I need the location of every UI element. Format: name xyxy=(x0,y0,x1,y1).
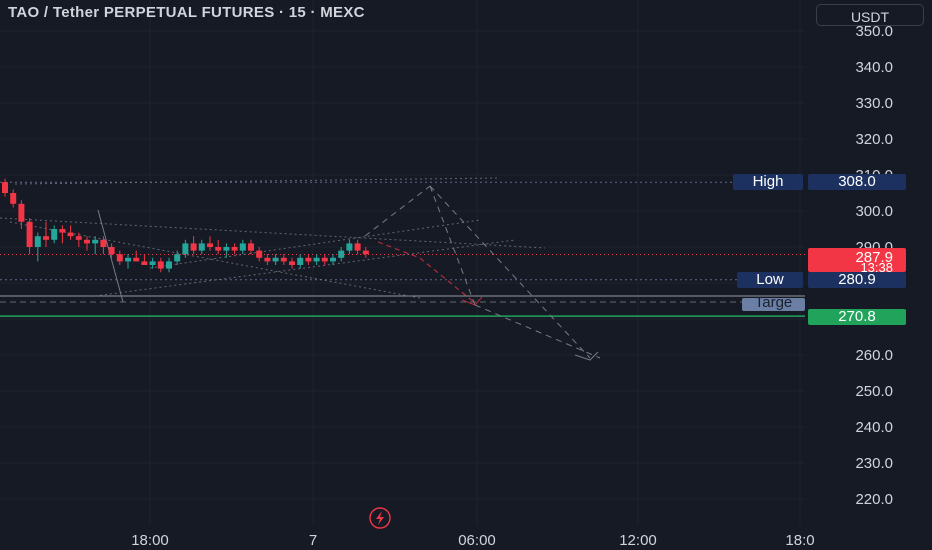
y-tick-label: 300.0 xyxy=(855,203,893,220)
x-tick-label: 18:0 xyxy=(785,532,814,549)
trendline xyxy=(14,177,501,185)
candle-body xyxy=(108,247,115,255)
candle-body xyxy=(34,236,41,247)
trendline xyxy=(97,209,124,303)
trendline xyxy=(149,219,481,269)
candle-body xyxy=(92,239,99,244)
candle-body xyxy=(174,254,181,262)
time-axis[interactable]: 18:00 7 06:00 12:00 18:0 xyxy=(131,532,814,549)
candle-body xyxy=(75,236,82,240)
replay-lightning-icon[interactable] xyxy=(369,507,391,529)
chart-title: TAO / Tether PERPETUAL FUTURES · 15 · ME… xyxy=(8,4,365,21)
y-tick-label: 330.0 xyxy=(855,95,893,112)
high-value-label: 308.0 xyxy=(838,173,876,190)
trendline-drawings[interactable] xyxy=(0,177,601,361)
candle-body xyxy=(305,257,312,262)
candle-body xyxy=(297,257,304,265)
candle-body xyxy=(125,257,131,262)
candle-body xyxy=(362,250,369,255)
trendline xyxy=(0,217,546,249)
candle-body xyxy=(51,229,58,240)
y-tick-label: 320.0 xyxy=(855,131,893,148)
low-tag-box xyxy=(737,272,803,288)
candlestick-series xyxy=(2,178,369,273)
x-tick-label: 18:00 xyxy=(131,532,169,549)
candle-body xyxy=(215,247,222,251)
countdown-label: 13:38 xyxy=(860,260,893,275)
candle-body xyxy=(190,243,197,251)
low-tag: Low xyxy=(756,271,784,288)
candle-body xyxy=(338,250,345,258)
candle-body xyxy=(264,257,271,262)
candle-body xyxy=(84,239,90,244)
x-tick-label: 12:00 xyxy=(619,532,657,549)
y-tick-label: 260.0 xyxy=(855,347,893,364)
candle-body xyxy=(133,257,140,262)
target-tag-box xyxy=(742,298,805,311)
candle-body xyxy=(223,247,230,251)
high-tag: High xyxy=(753,173,784,190)
current-price-box xyxy=(808,248,906,272)
candle-body xyxy=(231,247,238,251)
high-tag-box xyxy=(733,174,803,190)
candle-body xyxy=(354,243,361,251)
projection-arrow xyxy=(377,241,476,304)
candle-body xyxy=(346,243,353,251)
price-labels: High 308.0 Low 280.9 287.913:38 Targe 270.8 xyxy=(733,173,906,325)
trendline xyxy=(94,239,516,297)
candle-body xyxy=(207,243,213,247)
target-value-label-box xyxy=(808,309,906,325)
currency-selector-button[interactable]: USDT xyxy=(816,4,924,26)
candle-body xyxy=(198,243,205,251)
candle-body xyxy=(2,182,8,193)
candle-body xyxy=(280,257,287,262)
candle-body xyxy=(141,261,148,265)
candle-body xyxy=(289,261,295,265)
target-value-label: 270.8 xyxy=(838,308,876,325)
trendline xyxy=(474,304,601,359)
arrow-head xyxy=(461,296,483,306)
x-tick-label: 06:00 xyxy=(458,532,496,549)
target-tag: Targe xyxy=(755,294,793,311)
candle-body xyxy=(43,236,49,240)
candle-body xyxy=(157,261,164,269)
candle-body xyxy=(10,193,17,204)
high-value-label-box xyxy=(808,174,906,190)
candle-body xyxy=(149,261,156,265)
candle-body xyxy=(116,254,123,262)
price-level-lines xyxy=(0,181,805,317)
candle-body xyxy=(18,203,25,222)
candle-body xyxy=(26,221,33,247)
candle-body xyxy=(272,257,279,262)
candle-body xyxy=(256,250,263,258)
y-tick-label: 240.0 xyxy=(855,419,893,436)
y-tick-label: 340.0 xyxy=(855,59,893,76)
y-tick-label: 350.0 xyxy=(855,23,893,40)
trendline xyxy=(364,185,431,237)
candle-body xyxy=(330,257,336,262)
candle-body xyxy=(321,257,328,262)
y-tick-label: 220.0 xyxy=(855,491,893,508)
low-value-label: 280.9 xyxy=(838,271,876,288)
candle-body xyxy=(313,257,320,262)
candle-body xyxy=(182,243,189,255)
x-tick-label: 7 xyxy=(309,532,317,549)
y-tick-label: 250.0 xyxy=(855,383,893,400)
candle-body xyxy=(166,261,172,269)
candle-body xyxy=(100,239,107,247)
candle-body xyxy=(248,243,254,251)
candle-body xyxy=(239,243,246,251)
current-price-label: 287.9 xyxy=(855,249,893,266)
y-tick-label: 230.0 xyxy=(855,455,893,472)
candle-body xyxy=(59,229,66,233)
arrow-head xyxy=(574,351,599,361)
low-value-label-box xyxy=(808,272,906,288)
candle-body xyxy=(67,232,74,237)
